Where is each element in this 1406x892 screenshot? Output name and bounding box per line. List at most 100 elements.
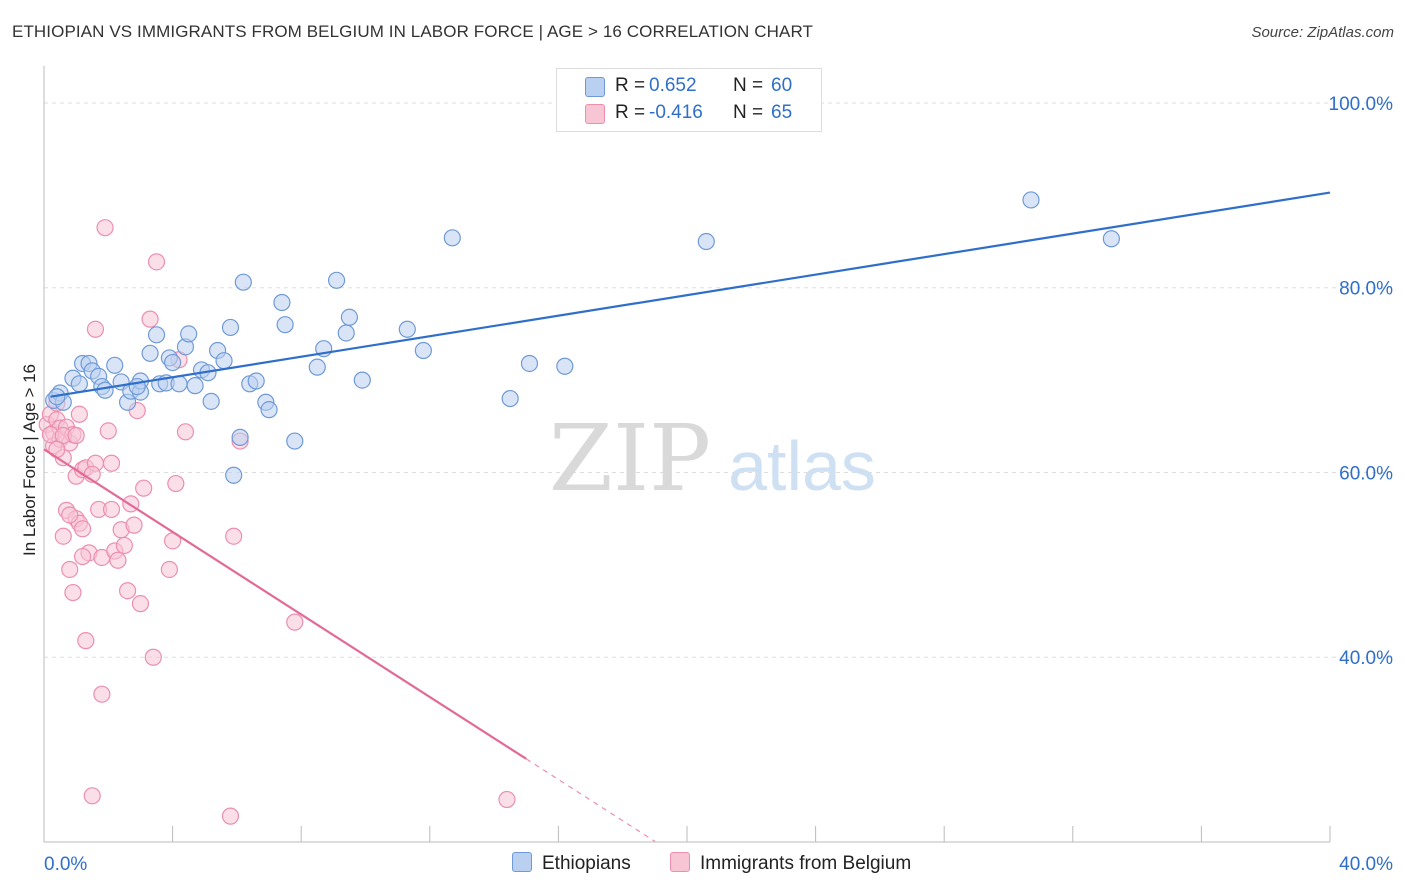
correlation-legend: R = 0.652 N = 60 R = -0.416 N = 65 xyxy=(556,68,822,132)
data-point xyxy=(260,401,278,419)
data-point xyxy=(83,787,101,805)
legend-r-value: -0.416 xyxy=(649,102,703,123)
data-point xyxy=(286,432,304,450)
data-point xyxy=(109,551,127,569)
watermark-atlas: atlas xyxy=(728,427,876,505)
data-point xyxy=(67,426,85,445)
data-point xyxy=(353,371,371,389)
data-point xyxy=(340,308,359,326)
data-point xyxy=(64,583,82,602)
data-point xyxy=(147,326,166,344)
data-point xyxy=(61,560,79,579)
data-point xyxy=(115,536,133,555)
data-point xyxy=(337,324,355,342)
tick-labels: 40.0% 60.0% 80.0% 100.0% 0.0% 40.0% xyxy=(44,94,1393,875)
x-tick-label: 0.0% xyxy=(44,854,87,875)
data-point xyxy=(202,392,220,410)
data-point xyxy=(160,560,178,579)
data-point xyxy=(144,648,162,666)
legend-n-label: N = xyxy=(733,75,764,96)
x-tick-label: 40.0% xyxy=(1339,854,1393,875)
data-point xyxy=(102,454,121,472)
y-tick-label: 80.0% xyxy=(1339,279,1393,300)
data-point xyxy=(86,320,105,338)
legend-n-value: 65 xyxy=(771,102,793,123)
data-point xyxy=(147,253,166,271)
trend-line-ethiopians xyxy=(50,191,1331,398)
data-point xyxy=(125,516,143,534)
data-point xyxy=(96,219,114,237)
bottom-legend-swatch-pink xyxy=(670,852,690,872)
legend-r-label: R = xyxy=(615,102,646,123)
data-point xyxy=(501,389,519,408)
data-point xyxy=(1022,191,1040,209)
legend-swatch-blue xyxy=(585,77,605,97)
bottom-legend-swatch-blue xyxy=(512,852,532,872)
data-point xyxy=(221,318,240,337)
data-point xyxy=(273,293,291,312)
data-point xyxy=(520,354,539,373)
data-point xyxy=(96,381,114,399)
data-point xyxy=(398,320,416,338)
y-tick-label: 60.0% xyxy=(1339,463,1393,484)
data-point xyxy=(106,356,124,374)
data-point xyxy=(176,423,195,441)
data-point xyxy=(498,790,516,809)
data-point xyxy=(225,527,243,545)
data-point xyxy=(141,310,159,328)
series-ethiopians xyxy=(45,191,1120,484)
data-point xyxy=(414,341,432,360)
data-point xyxy=(141,344,159,362)
data-point xyxy=(215,352,233,370)
y-tick-label: 100.0% xyxy=(1329,94,1394,115)
watermark-zip: ZIP xyxy=(549,405,711,512)
bottom-legend-ethiopians: Ethiopians xyxy=(512,852,631,875)
data-point xyxy=(131,595,150,613)
legend-swatch-pink xyxy=(585,104,605,124)
data-point xyxy=(167,474,185,493)
data-point xyxy=(221,807,240,825)
data-point xyxy=(70,405,88,423)
data-point xyxy=(234,273,252,291)
data-point xyxy=(231,428,249,446)
legend-r-value: 0.652 xyxy=(649,75,697,96)
data-point xyxy=(308,358,326,376)
legend-r-label: R = xyxy=(615,75,646,96)
data-point xyxy=(186,377,204,395)
data-point xyxy=(102,500,121,519)
data-point xyxy=(54,527,72,545)
data-point xyxy=(1102,230,1120,248)
trend-line-extension xyxy=(525,758,656,842)
data-point xyxy=(93,685,111,703)
data-point xyxy=(327,271,346,289)
axes xyxy=(43,66,1331,843)
data-point xyxy=(118,582,137,600)
data-point xyxy=(247,372,265,390)
chart-title: ETHIOPIAN VS IMMIGRANTS FROM BELGIUM IN … xyxy=(12,22,813,41)
data-point xyxy=(73,547,92,566)
data-point xyxy=(70,375,88,393)
data-point xyxy=(73,520,92,538)
bottom-legend-label: Ethiopians xyxy=(542,853,631,874)
data-point xyxy=(556,357,574,375)
legend-n-value: 60 xyxy=(771,75,793,96)
y-tick-label: 40.0% xyxy=(1339,648,1393,669)
data-point xyxy=(697,232,715,251)
bottom-legend-label: Immigrants from Belgium xyxy=(700,853,912,874)
trend-lines xyxy=(43,191,1331,842)
data-point xyxy=(180,325,198,343)
data-point xyxy=(443,229,461,247)
data-point xyxy=(164,353,182,372)
data-point xyxy=(61,506,79,524)
data-point xyxy=(276,316,294,334)
bottom-legend-immigrants-from-belgium: Immigrants from Belgium xyxy=(670,852,911,875)
data-point xyxy=(135,479,153,497)
series-immigrants-from-belgium xyxy=(38,219,516,825)
data-point xyxy=(99,422,117,440)
trend-line-immigrants-from-belgium xyxy=(43,448,527,760)
data-point xyxy=(286,613,304,631)
data-point xyxy=(77,632,95,650)
data-point xyxy=(225,466,243,484)
source-note: Source: ZipAtlas.com xyxy=(1251,24,1394,41)
